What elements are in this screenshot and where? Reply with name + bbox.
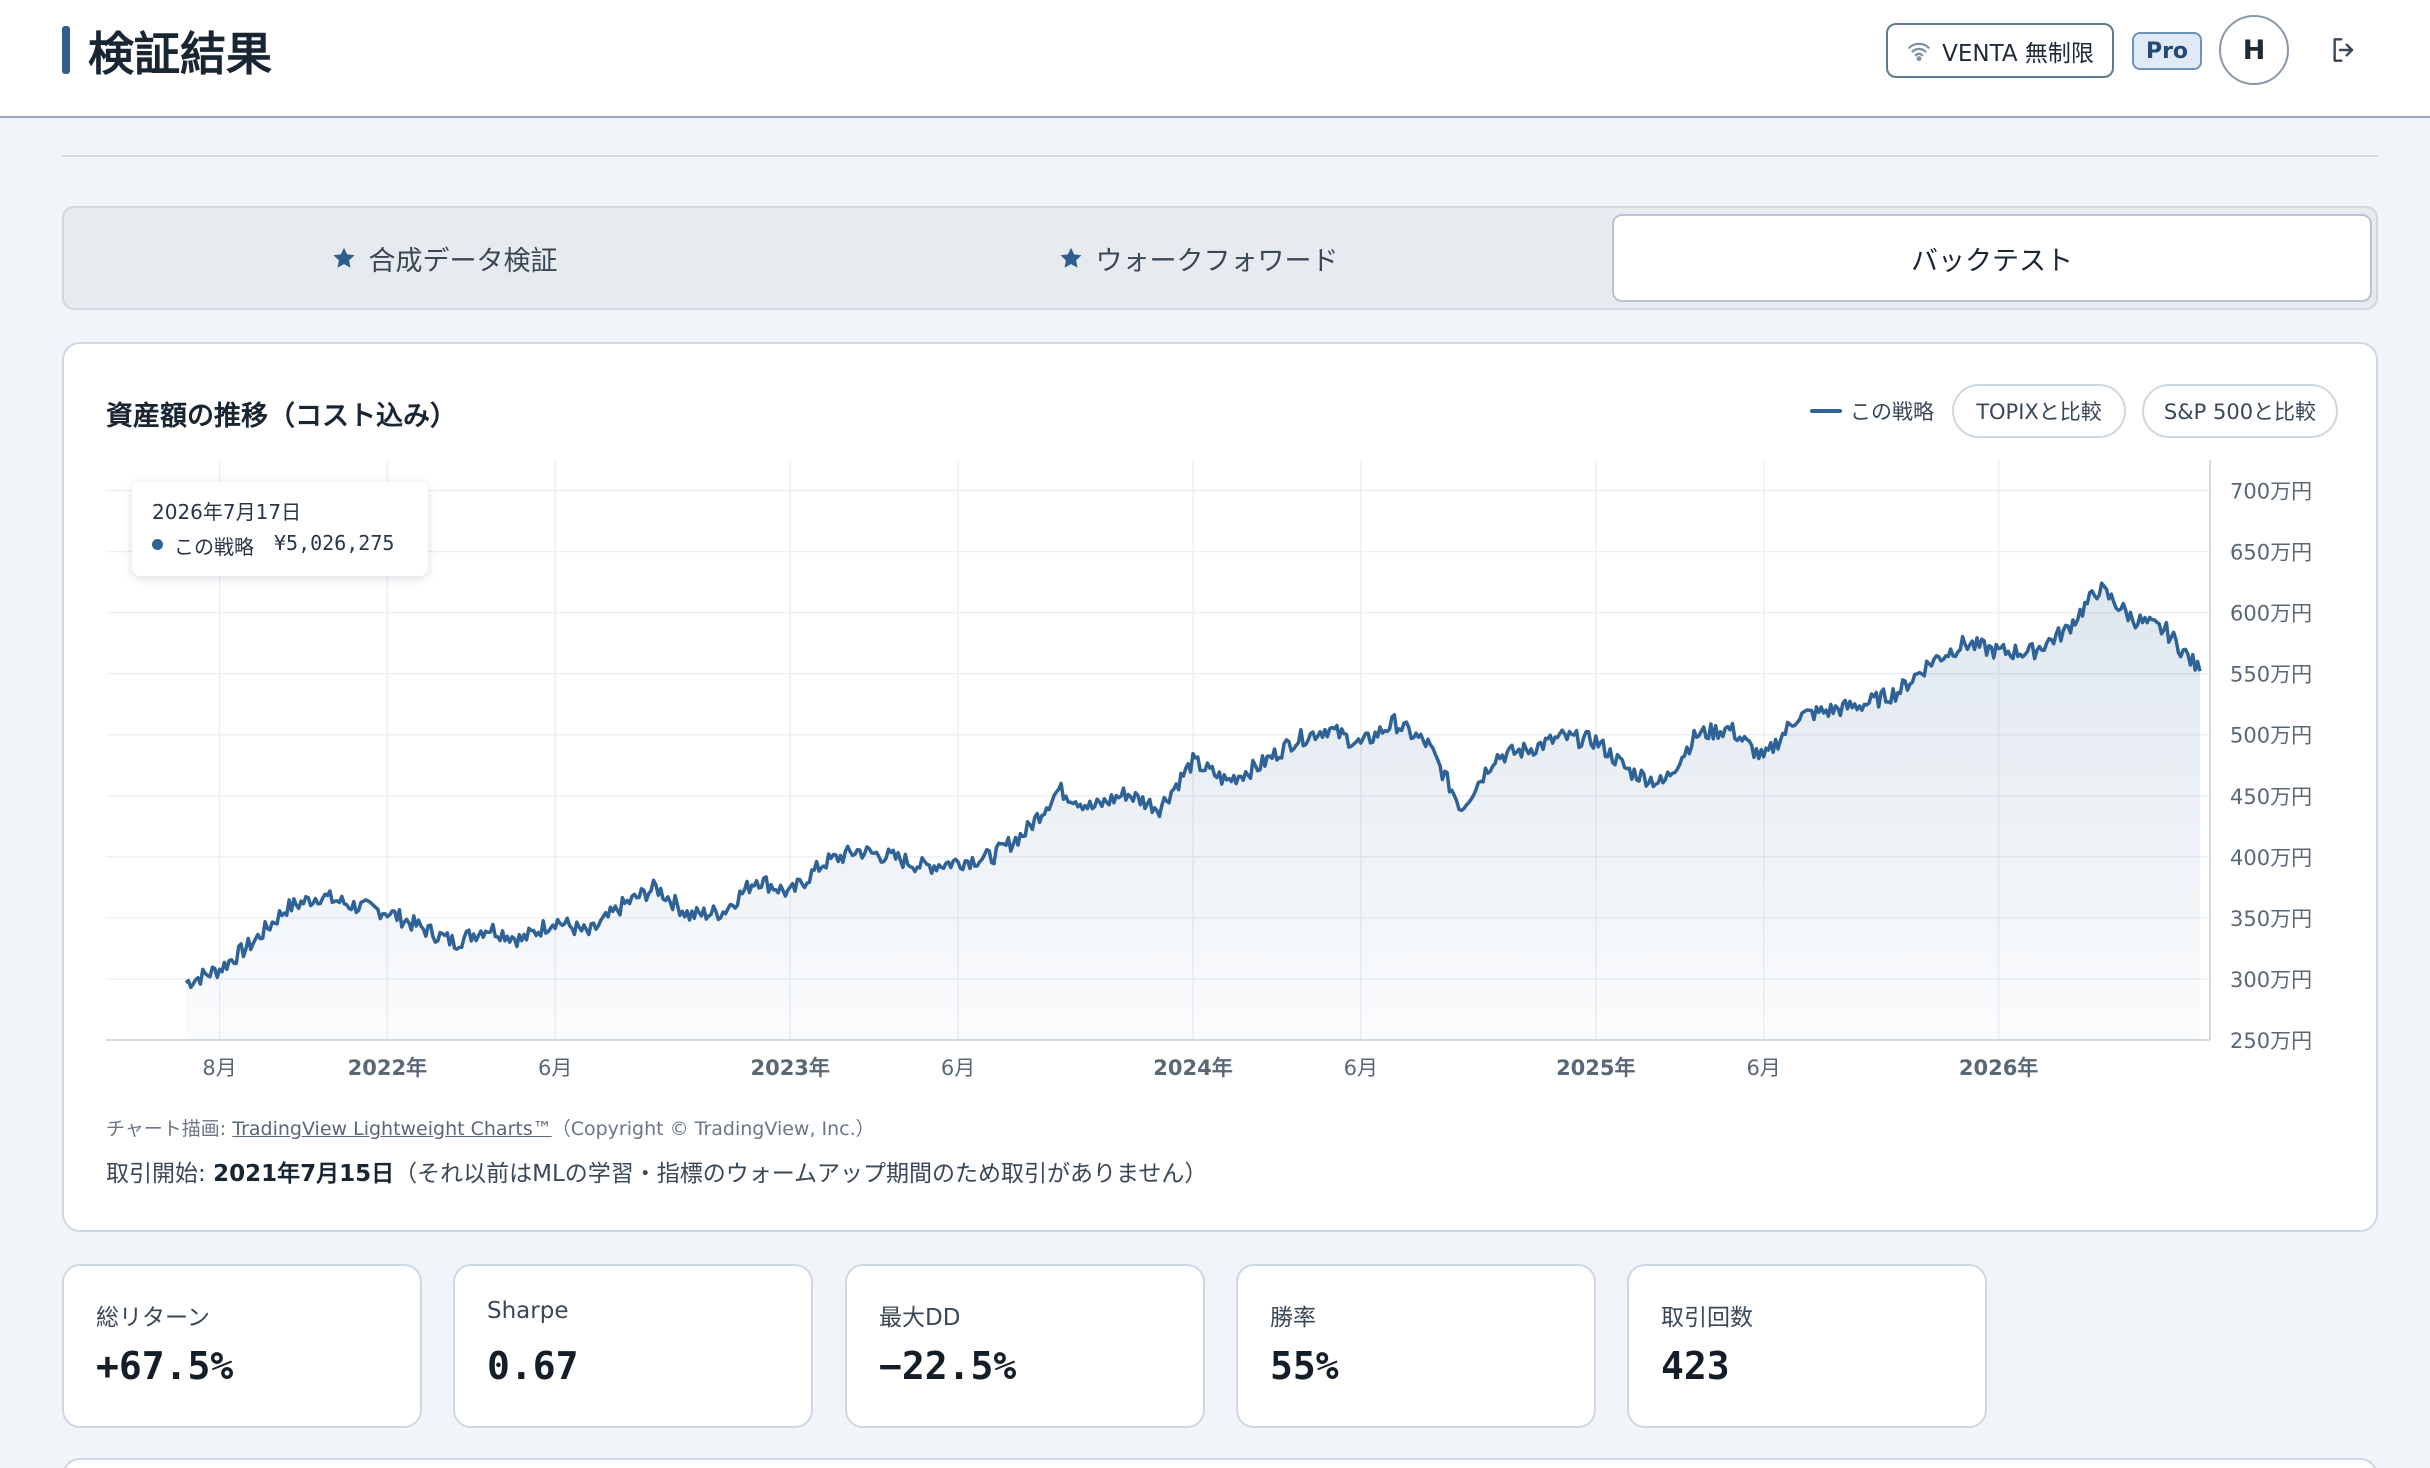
star-icon [1059,247,1082,268]
metric-label: 最大DD [879,1305,961,1331]
x-tick-label: 8月 [202,1056,236,1080]
tab-label: バックテスト [1911,245,2073,277]
metric-label: 総リターン [96,1305,210,1331]
star-icon [332,247,355,268]
section-divider [62,155,2378,157]
trade-start-explanation: （それ以前はMLの学習・指標のウォームアップ期間のため取引がありません） [394,1161,1208,1187]
x-tick-label: 2024年 [1153,1056,1232,1080]
result-tabs: 合成データ検証 ウォークフォワード バックテスト [62,206,2378,310]
y-tick-label: 250万円 [2230,1029,2312,1053]
y-tick-label: 400万円 [2230,846,2312,870]
equity-chart-card: 資産額の推移（コスト込み） この戦略 TOPIXと比較 S&P 500と比較 2… [62,342,2378,1232]
y-tick-label: 450万円 [2230,785,2312,809]
metric-total-return: 総リターン +67.5% [62,1264,422,1428]
tab-backtest[interactable]: バックテスト [1612,214,2372,302]
y-tick-label: 550万円 [2230,663,2312,687]
x-tick-label: 6月 [538,1056,572,1080]
tooltip-series-dot [152,539,163,550]
compare-topix-button[interactable]: TOPIXと比較 [1952,384,2126,438]
credit-prefix: チャート描画: [106,1118,233,1140]
app-header: 検証結果 VENTA 無制限 Pro H [0,0,2430,118]
plan-badge: Pro [2132,32,2202,70]
metric-label: 取引回数 [1661,1305,1753,1331]
metric-value: 55% [1270,1344,1339,1388]
avatar[interactable]: H [2219,15,2289,85]
chart-tooltip: 2026年7月17日 この戦略 ¥5,026,275 [132,482,428,576]
x-tick-label: 2022年 [348,1056,427,1080]
metric-label: Sharpe [487,1298,569,1324]
metric-value: 0.67 [487,1344,579,1388]
venta-label: VENTA 無制限 [1942,40,2094,67]
x-tick-label: 6月 [1746,1056,1780,1080]
y-tick-label: 500万円 [2230,724,2312,748]
trade-start-label: 取引開始: [106,1161,214,1187]
legend-label: この戦略 [1850,400,1934,424]
trade-start-date: 2021年7月15日 [213,1161,395,1187]
metric-win-rate: 勝率 55% [1236,1264,1596,1428]
equity-series-line [184,581,2202,990]
trade-start-note: 取引開始: 2021年7月15日（それ以前はMLの学習・指標のウォームアップ期間… [106,1154,1207,1188]
page-title: 検証結果 [88,27,272,81]
equity-area-fill [186,583,2200,1040]
y-tick-label: 350万円 [2230,907,2312,931]
chart-credit: チャート描画: TradingView Lightweight Charts™（… [106,1114,875,1141]
y-tick-label: 600万円 [2230,602,2312,626]
metric-sharpe: Sharpe 0.67 [453,1264,813,1428]
credit-link[interactable]: TradingView Lightweight Charts™ [232,1118,552,1140]
tooltip-series-name: この戦略 [174,535,254,559]
tooltip-value: ¥5,026,275 [274,531,395,555]
metric-trade-count: 取引回数 423 [1627,1264,1987,1428]
metric-max-drawdown: 最大DD −22.5% [845,1264,1205,1428]
metric-value: 423 [1661,1344,1730,1388]
logout-icon[interactable] [2328,34,2360,66]
tab-label: 合成データ検証 [368,245,558,277]
tab-synthetic-validation[interactable]: 合成データ検証 [70,214,818,302]
x-tick-label: 2025年 [1556,1056,1635,1080]
x-tick-label: 2026年 [1959,1056,2038,1080]
metric-label: 勝率 [1270,1305,1316,1331]
y-tick-label: 700万円 [2230,480,2312,504]
tab-label: ウォークフォワード [1095,245,1339,277]
chart-title: 資産額の推移（コスト込み） [106,401,457,432]
tab-walk-forward[interactable]: ウォークフォワード [824,214,1572,302]
title-accent-bar [62,26,70,74]
wifi-icon [1908,42,1930,61]
equity-chart[interactable]: 250万円 300万円 350万円 400万円 450万円 500万円 550万円 600万円… [106,460,2366,1090]
legend-swatch [1810,409,1842,413]
next-card-edge [62,1458,2378,1468]
x-tick-label: 6月 [941,1056,975,1080]
tooltip-date: 2026年7月17日 [152,500,302,524]
y-tick-label: 650万円 [2230,541,2312,565]
x-tick-label: 2023年 [750,1056,829,1080]
metric-value: −22.5% [879,1344,1017,1388]
metric-value: +67.5% [96,1344,234,1388]
compare-sp500-button[interactable]: S&P 500と比較 [2142,384,2338,438]
venta-button[interactable]: VENTA 無制限 [1886,23,2114,78]
x-tick-label: 6月 [1344,1056,1378,1080]
credit-suffix: （Copyright © TradingView, Inc.） [551,1118,875,1140]
equity-chart-svg: 250万円 300万円 350万円 400万円 450万円 500万円 550万円 600万円… [106,460,2312,1080]
y-tick-label: 300万円 [2230,968,2312,992]
